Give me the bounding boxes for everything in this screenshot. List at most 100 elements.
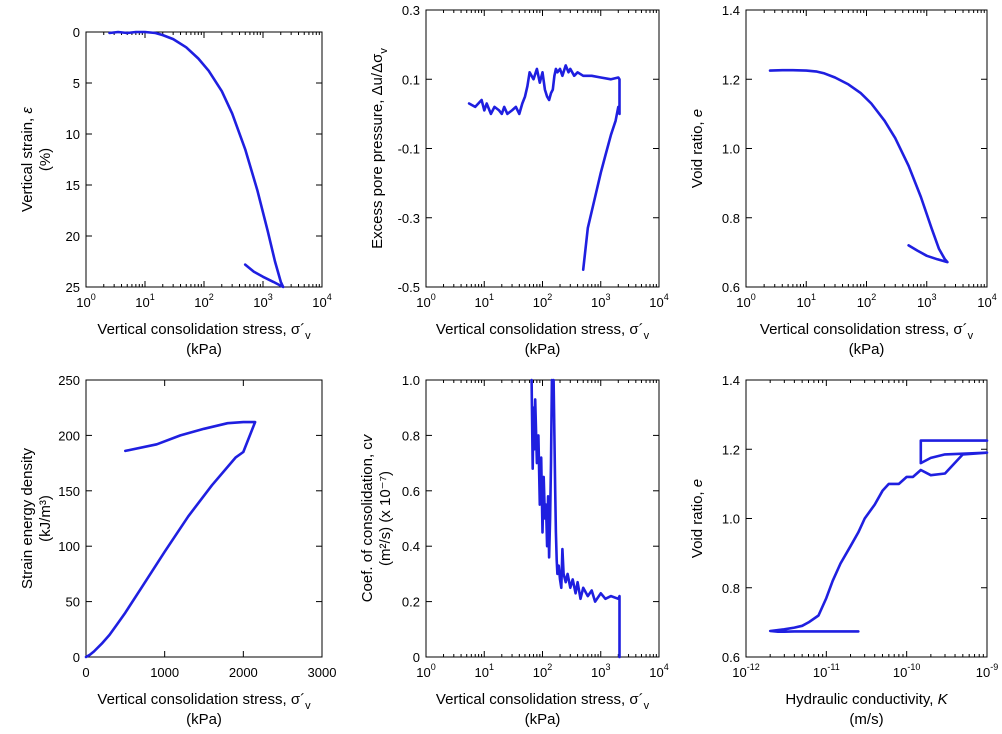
y-tick-label: 0.8 xyxy=(722,581,740,596)
y-tick-label: 1.2 xyxy=(722,442,740,457)
x-tick-label: 103 xyxy=(591,662,610,680)
y-tick-label: 0.8 xyxy=(402,428,420,443)
x-tick-label: 101 xyxy=(797,292,816,310)
y-tick-label: 1.4 xyxy=(722,3,740,18)
x-tick-label: 10-10 xyxy=(893,662,920,680)
y-axis-label: Vertical strain, ε xyxy=(19,107,36,212)
x-tick-label: 10-9 xyxy=(976,662,998,680)
x-tick-label: 103 xyxy=(917,292,936,310)
x-axis-units: (kPa) xyxy=(849,341,885,358)
series-line xyxy=(768,439,989,634)
x-tick-label: 104 xyxy=(649,292,668,310)
x-axis-label: Vertical consolidation stress, σ´v xyxy=(760,321,974,342)
chart-panel-5: 100 101 102 103 104 0 0.2 0.4 0.6 0.8 1.0 Vertical … xyxy=(359,373,669,728)
x-tick-label: 100 xyxy=(416,662,435,680)
x-tick-label: 101 xyxy=(475,292,494,310)
x-tick-label: 101 xyxy=(475,662,494,680)
x-axis-units: (m/s) xyxy=(849,711,883,728)
x-axis-units: (kPa) xyxy=(186,341,222,358)
x-tick-label: 0 xyxy=(82,665,89,680)
x-tick-label: 102 xyxy=(533,662,552,680)
x-tick-label: 102 xyxy=(194,292,213,310)
y-tick-label: 1.0 xyxy=(722,512,740,527)
y-axis-units: (m²/s) (x 10⁻⁷) xyxy=(377,471,394,566)
y-tick-label: 0.3 xyxy=(402,3,420,18)
chart-panel-1: 100 101 102 103 104 0 5 10 15 20 25 Vertical consol… xyxy=(19,25,332,358)
x-axis-label: Vertical consolidation stress, σ´v xyxy=(436,691,650,712)
y-axis-label: Void ratio, e xyxy=(689,479,706,558)
x-tick-label: 10-11 xyxy=(813,662,840,680)
y-tick-label: 250 xyxy=(58,373,80,388)
y-axis-units: (kJ/m³) xyxy=(37,495,54,542)
y-axis-label: Excess pore pressure, Δu/Δσv xyxy=(369,48,390,249)
x-axis-units: (kPa) xyxy=(525,341,561,358)
chart-panel-6: 10-12 10-11 10-10 10-9 0.6 0.8 1.0 1.2 1.4 Hydrau… xyxy=(689,373,998,728)
x-tick-label: 10-12 xyxy=(732,662,759,680)
series-line xyxy=(530,378,621,659)
y-tick-label: 0.1 xyxy=(402,72,420,87)
x-tick-label: 103 xyxy=(253,292,272,310)
x-tick-label: 104 xyxy=(312,292,331,310)
x-axis-label: Hydraulic conductivity, K xyxy=(785,691,948,708)
y-tick-label: 20 xyxy=(66,229,80,244)
y-tick-label: 1.4 xyxy=(722,373,740,388)
plot-frame xyxy=(85,379,323,658)
y-tick-label: 1.0 xyxy=(402,373,420,388)
y-tick-label: 0.6 xyxy=(402,484,420,499)
x-axis-units: (kPa) xyxy=(525,711,561,728)
x-axis-label: Vertical consolidation stress, σ´v xyxy=(97,691,311,712)
x-tick-label: 100 xyxy=(416,292,435,310)
x-tick-label: 100 xyxy=(736,292,755,310)
y-tick-label: 25 xyxy=(66,280,80,295)
x-tick-label: 104 xyxy=(977,292,996,310)
y-tick-label: -0.5 xyxy=(398,280,420,295)
plot-frame xyxy=(425,9,660,288)
chart-panel-3: 100 101 102 103 104 0.6 0.8 1.0 1.2 1.4 Vertical c… xyxy=(689,3,997,358)
x-tick-label: 1000 xyxy=(150,665,179,680)
y-axis-label: Coef. of consolidation, cv xyxy=(359,433,376,602)
y-axis-label: Strain energy density xyxy=(19,448,36,589)
series-line xyxy=(768,68,949,264)
y-axis-label: Void ratio, e xyxy=(689,109,706,188)
y-tick-label: -0.1 xyxy=(398,142,420,157)
x-tick-label: 101 xyxy=(135,292,154,310)
y-tick-label: 100 xyxy=(58,539,80,554)
y-axis-units: (%) xyxy=(37,148,54,171)
y-tick-label: 1.2 xyxy=(722,72,740,87)
x-tick-label: 102 xyxy=(857,292,876,310)
chart-panel-4: 0 1000 2000 3000 0 50 100 150 200 250 Vertical con… xyxy=(19,373,336,728)
x-tick-label: 104 xyxy=(649,662,668,680)
y-tick-label: 0.4 xyxy=(402,539,420,554)
plot-frame xyxy=(85,31,323,288)
y-tick-label: 15 xyxy=(66,178,80,193)
series-line xyxy=(108,30,285,289)
x-tick-label: 102 xyxy=(533,292,552,310)
y-tick-label: 0.2 xyxy=(402,595,420,610)
y-tick-label: 0.8 xyxy=(722,211,740,226)
series-line xyxy=(467,64,621,272)
y-tick-label: 200 xyxy=(58,428,80,443)
x-tick-label: 100 xyxy=(76,292,95,310)
x-axis-label: Vertical consolidation stress, σ´v xyxy=(97,321,311,342)
y-tick-label: 0.6 xyxy=(722,280,740,295)
plot-frame xyxy=(745,379,988,658)
x-axis-label: Vertical consolidation stress, σ´v xyxy=(436,321,650,342)
y-tick-label: -0.3 xyxy=(398,211,420,226)
y-tick-label: 150 xyxy=(58,484,80,499)
y-tick-label: 5 xyxy=(73,76,80,91)
x-tick-label: 2000 xyxy=(229,665,258,680)
y-tick-label: 0 xyxy=(73,650,80,665)
x-tick-label: 103 xyxy=(591,292,610,310)
plot-frame xyxy=(745,9,988,288)
series-line xyxy=(84,420,257,659)
x-tick-label: 3000 xyxy=(308,665,337,680)
y-tick-label: 0.6 xyxy=(722,650,740,665)
y-tick-label: 0 xyxy=(413,650,420,665)
chart-panel-2: 100 101 102 103 104 0.3 0.1 -0.1 -0.3 -0.5 Vertica… xyxy=(369,3,669,358)
y-tick-label: 1.0 xyxy=(722,142,740,157)
y-tick-label: 0 xyxy=(73,25,80,40)
y-tick-label: 10 xyxy=(66,127,80,142)
x-axis-units: (kPa) xyxy=(186,711,222,728)
y-tick-label: 50 xyxy=(66,595,80,610)
